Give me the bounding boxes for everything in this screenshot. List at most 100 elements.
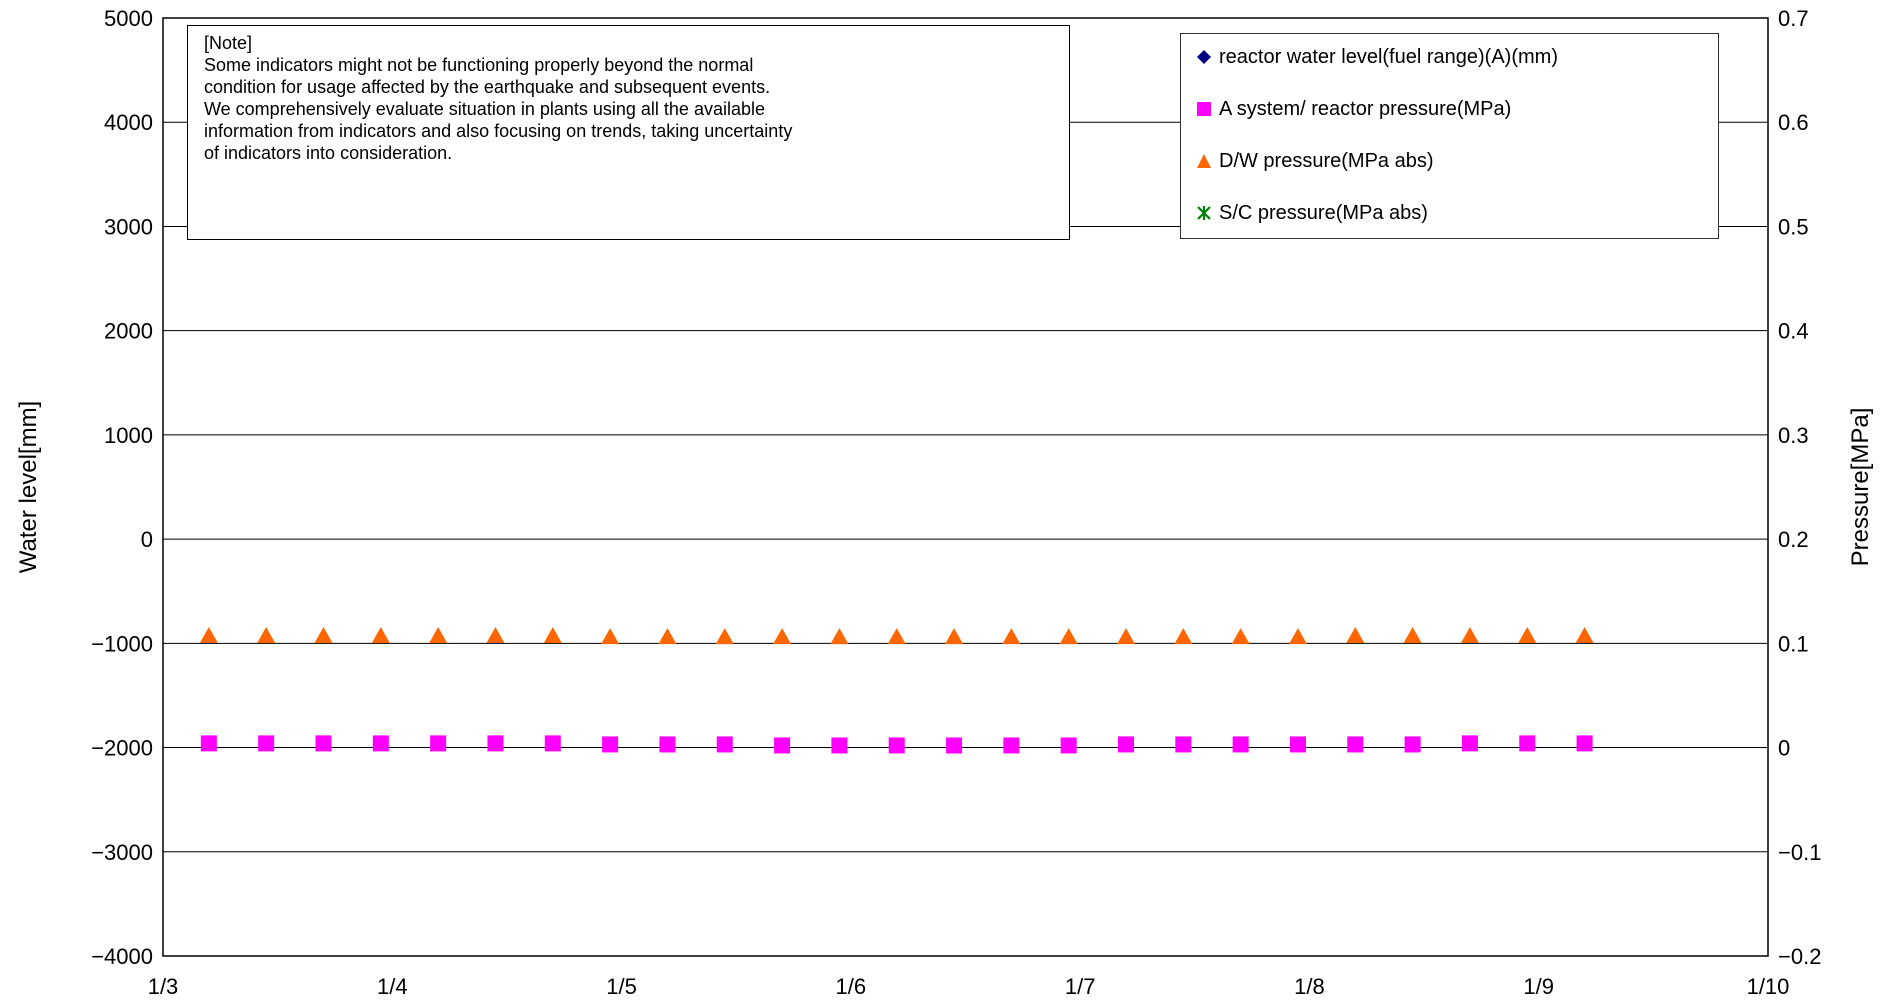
y-left-tick-label: −2000 bbox=[91, 736, 153, 761]
triangle-data-point bbox=[1346, 627, 1365, 644]
y-left-tick-label: −1000 bbox=[91, 631, 153, 656]
y-right-tick-label: −0.1 bbox=[1778, 840, 1821, 865]
note-heading: [Note] bbox=[204, 33, 253, 53]
triangle-data-point bbox=[945, 628, 964, 645]
x-tick-label: 1/9 bbox=[1523, 974, 1554, 999]
square-data-point bbox=[372, 735, 389, 752]
square-data-point bbox=[315, 735, 332, 752]
square-data-point bbox=[1289, 736, 1306, 753]
square-data-point bbox=[1232, 736, 1249, 753]
note-box: [Note] Some indicators might not be func… bbox=[187, 25, 1070, 240]
note-line: We comprehensively evaluate situation in… bbox=[204, 99, 765, 119]
square-data-point bbox=[888, 737, 905, 754]
y-right-tick-label: 0 bbox=[1778, 736, 1790, 761]
triangle-data-point bbox=[429, 627, 448, 644]
triangle-data-point bbox=[314, 627, 333, 644]
y-left-tick-label: 3000 bbox=[104, 214, 153, 239]
legend: reactor water level(fuel range)(A)(mm) A… bbox=[1180, 33, 1719, 239]
triangle-data-point bbox=[1403, 627, 1422, 644]
y-right-tick-label: 0.5 bbox=[1778, 214, 1809, 239]
triangle-data-point bbox=[658, 628, 677, 645]
y-right-tick-label: 0.7 bbox=[1778, 6, 1809, 31]
note-line: Some indicators might not be functioning… bbox=[204, 55, 754, 75]
y-left-tick-label: 2000 bbox=[104, 319, 153, 344]
square-data-point bbox=[716, 736, 733, 753]
square-data-point bbox=[1060, 737, 1077, 754]
y-right-tick-label: 0.1 bbox=[1778, 631, 1809, 656]
triangle-data-point bbox=[486, 627, 505, 644]
square-data-point bbox=[1118, 736, 1134, 753]
square-data-point bbox=[487, 735, 504, 752]
triangle-data-point bbox=[371, 627, 390, 644]
x-tick-label: 1/5 bbox=[606, 974, 637, 999]
triangle-data-point bbox=[1231, 628, 1250, 645]
square-data-point bbox=[1519, 735, 1536, 752]
y-right-tick-label: 0.6 bbox=[1778, 110, 1809, 135]
triangle-marker-icon bbox=[1197, 154, 1211, 168]
y-left-tick-label: 5000 bbox=[104, 6, 153, 31]
legend-label: S/C pressure(MPa abs) bbox=[1219, 202, 1428, 224]
y-left-tick-label: 4000 bbox=[104, 110, 153, 135]
legend-item-dw-pressure: D/W pressure(MPa abs) bbox=[1197, 148, 1704, 200]
y-right-tick-label: 0.2 bbox=[1778, 527, 1809, 552]
triangle-data-point bbox=[1288, 628, 1307, 645]
square-data-point bbox=[1461, 735, 1478, 752]
y-left-tick-label: −4000 bbox=[91, 944, 153, 969]
square-data-point bbox=[1347, 736, 1364, 753]
triangle-data-point bbox=[543, 627, 562, 644]
triangle-data-point bbox=[1117, 628, 1135, 645]
y-left-tick-label: 1000 bbox=[104, 423, 153, 448]
plot-area-frame bbox=[162, 17, 1769, 957]
triangle-data-point bbox=[1059, 628, 1078, 645]
x-tick-label: 1/7 bbox=[1065, 974, 1096, 999]
square-data-point bbox=[258, 735, 275, 752]
note-line: information from indicators and also foc… bbox=[204, 121, 793, 141]
square-data-point bbox=[831, 737, 848, 754]
y-left-tick-labels: 5000 4000 3000 2000 1000 0 −1000 −2000 −3000 −400… bbox=[91, 6, 153, 969]
x-tick-labels: 1/3 1/4 1/5 1/6 1/7 1/8 1/9 1/10 bbox=[148, 974, 1790, 999]
y-left-axis-label: Water level[mm] bbox=[15, 401, 42, 573]
triangle-data-point bbox=[601, 628, 620, 645]
triangle-data-point bbox=[773, 628, 792, 645]
x-tick-label: 1/4 bbox=[377, 974, 408, 999]
square-data-point bbox=[544, 735, 561, 752]
square-data-point bbox=[602, 736, 619, 753]
triangle-data-point bbox=[1518, 627, 1537, 644]
square-data-point bbox=[774, 737, 791, 754]
x-tick-label: 1/6 bbox=[836, 974, 867, 999]
legend-label: D/W pressure(MPa abs) bbox=[1219, 150, 1434, 172]
diamond-marker-icon bbox=[1197, 50, 1211, 64]
data-markers bbox=[199, 627, 1594, 754]
square-data-point bbox=[430, 735, 447, 752]
triangle-data-point bbox=[1460, 627, 1479, 644]
legend-label: reactor water level(fuel range)(A)(mm) bbox=[1219, 46, 1558, 68]
triangle-data-point bbox=[887, 628, 906, 645]
triangle-data-point bbox=[715, 628, 734, 645]
y-right-tick-labels: 0.7 0.6 0.5 0.4 0.3 0.2 0.1 0 −0.1 −0.2 bbox=[1778, 6, 1821, 969]
triangle-data-point bbox=[1002, 628, 1021, 645]
square-data-point bbox=[200, 735, 217, 752]
square-data-point bbox=[1003, 737, 1020, 754]
legend-item-sc-pressure: S/C pressure(MPa abs) bbox=[1197, 200, 1704, 252]
note-line: condition for usage affected by the eart… bbox=[204, 77, 771, 97]
y-left-tick-label: 0 bbox=[141, 527, 153, 552]
x-tick-label: 1/3 bbox=[148, 974, 179, 999]
y-left-tick-label: −3000 bbox=[91, 840, 153, 865]
square-data-point bbox=[659, 736, 676, 753]
square-data-point bbox=[1175, 736, 1192, 753]
y-right-tick-label: −0.2 bbox=[1778, 944, 1821, 969]
legend-item-reactor-water-level: reactor water level(fuel range)(A)(mm) bbox=[1197, 44, 1704, 96]
y-right-axis-label: Pressure[MPa] bbox=[1847, 408, 1874, 567]
triangle-data-point bbox=[199, 627, 218, 644]
y-right-tick-label: 0.4 bbox=[1778, 319, 1809, 344]
triangle-data-point bbox=[830, 628, 849, 645]
legend-item-reactor-pressure: A system/ reactor pressure(MPa) bbox=[1197, 96, 1704, 148]
x-tick-label: 1/10 bbox=[1747, 974, 1790, 999]
square-data-point bbox=[946, 737, 963, 754]
triangle-data-point bbox=[257, 627, 276, 644]
y-right-tick-label: 0.3 bbox=[1778, 423, 1809, 448]
note-line: of indicators into consideration. bbox=[204, 143, 453, 163]
square-data-point bbox=[1404, 736, 1421, 753]
triangle-data-point bbox=[1575, 627, 1594, 644]
